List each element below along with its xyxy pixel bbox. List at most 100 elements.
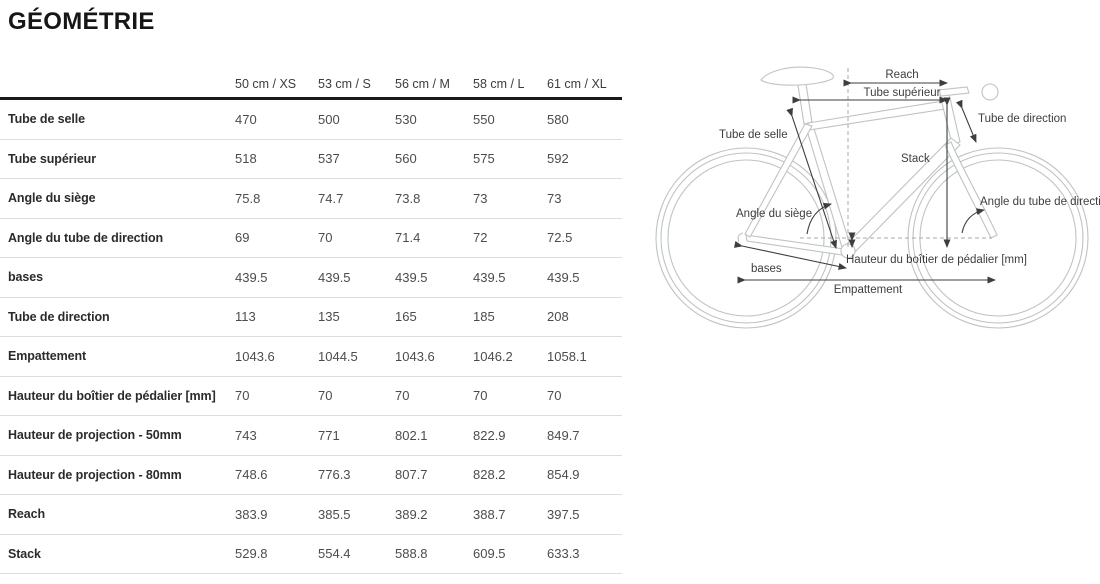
table-cell: 439.5 xyxy=(395,269,428,285)
seatpost-and-saddle xyxy=(760,66,834,125)
table-cell: 70 xyxy=(395,388,410,404)
annotations: Reach Tube supérieur Tube de direction S… xyxy=(719,69,1100,296)
stem-and-handlebar xyxy=(938,80,1029,129)
table-cell: 530 xyxy=(395,111,417,127)
geometry-table: 50 cm / XS 53 cm / S 56 cm / M 58 cm / L… xyxy=(0,70,622,574)
table-row: Angle du siège 75.8 74.7 73.8 73 73 xyxy=(0,179,622,219)
row-label: Empattement xyxy=(8,349,87,364)
table-cell: 500 xyxy=(318,111,340,127)
row-label: Hauteur de projection - 80mm xyxy=(8,467,182,482)
size-header-xs: 50 cm / XS xyxy=(235,76,297,91)
table-cell: 748.6 xyxy=(235,467,268,483)
table-cell: 849.7 xyxy=(547,427,580,443)
table-cell: 74.7 xyxy=(318,190,344,206)
table-cell: 69 xyxy=(235,230,250,246)
table-cell: 73.8 xyxy=(395,190,421,206)
table-header-row: 50 cm / XS 53 cm / S 56 cm / M 58 cm / L… xyxy=(0,70,622,100)
table-cell: 72.5 xyxy=(547,230,573,246)
diagram-label-head-angle: Angle du tube de direction xyxy=(980,196,1100,208)
row-label: Tube de selle xyxy=(8,112,85,127)
table-cell: 73 xyxy=(473,190,488,206)
size-header-m: 56 cm / M xyxy=(395,76,450,91)
table-cell: 529.8 xyxy=(235,546,268,562)
diagram-label-top-tube: Tube supérieur xyxy=(864,87,941,99)
head-tube-arrow xyxy=(955,99,977,143)
seat-tube-arrow xyxy=(786,107,837,249)
table-cell: 72 xyxy=(473,230,488,246)
table-row: Tube de selle 470 500 530 550 580 xyxy=(0,100,622,140)
frame xyxy=(737,93,961,259)
table-cell: 828.2 xyxy=(473,467,506,483)
table-cell: 1058.1 xyxy=(547,348,587,364)
table-row: Hauteur du boîtier de pédalier [mm] 70 7… xyxy=(0,377,622,416)
row-label: Stack xyxy=(8,546,41,561)
table-row: Hauteur de projection - 80mm 748.6 776.3… xyxy=(0,456,622,495)
bike-geometry-diagram: Reach Tube supérieur Tube de direction S… xyxy=(655,66,1100,329)
table-cell: 439.5 xyxy=(318,269,351,285)
row-label: Angle du tube de direction xyxy=(8,230,164,245)
table-cell: 208 xyxy=(547,309,569,325)
table-cell: 185 xyxy=(473,309,495,325)
table-cell: 389.2 xyxy=(395,506,428,522)
table-cell: 592 xyxy=(547,151,569,167)
table-cell: 388.7 xyxy=(473,506,506,522)
table-cell: 743 xyxy=(235,427,257,443)
diagram-label-seat-angle: Angle du siège xyxy=(736,208,812,220)
table-row: bases 439.5 439.5 439.5 439.5 439.5 xyxy=(0,258,622,298)
table-cell: 588.8 xyxy=(395,546,428,562)
diagram-label-bb-height: Hauteur du boîtier de pédalier [mm] xyxy=(846,254,1027,266)
table-cell: 135 xyxy=(318,309,340,325)
table-cell: 439.5 xyxy=(547,269,580,285)
table-cell: 518 xyxy=(235,151,257,167)
page-title: GÉOMÉTRIE xyxy=(8,8,155,35)
row-label: Hauteur du boîtier de pédalier [mm] xyxy=(8,388,216,403)
diagram-label-chainstay: bases xyxy=(751,263,782,275)
table-row: Angle du tube de direction 69 70 71.4 72… xyxy=(0,219,622,258)
size-header-l: 58 cm / L xyxy=(473,76,525,91)
size-header-s: 53 cm / S xyxy=(318,76,371,91)
table-cell: 560 xyxy=(395,151,417,167)
table-cell: 165 xyxy=(395,309,417,325)
table-cell: 470 xyxy=(235,111,257,127)
seat-angle-arc xyxy=(806,202,832,235)
table-cell: 550 xyxy=(473,111,495,127)
table-cell: 439.5 xyxy=(473,269,506,285)
table-cell: 70 xyxy=(547,388,562,404)
chainstay-arrow xyxy=(733,241,847,270)
row-label: Reach xyxy=(8,507,46,522)
table-cell: 1044.5 xyxy=(318,348,358,364)
table-cell: 70 xyxy=(318,230,333,246)
table-cell: 70 xyxy=(473,388,488,404)
saddle xyxy=(760,66,834,86)
row-label: Tube supérieur xyxy=(8,151,96,166)
table-cell: 70 xyxy=(318,388,333,404)
table-cell: 580 xyxy=(547,111,569,127)
row-label: Angle du siège xyxy=(8,191,96,206)
table-cell: 807.7 xyxy=(395,467,428,483)
table-cell: 397.5 xyxy=(547,506,580,522)
table-row: Tube de direction 113 135 165 185 208 xyxy=(0,298,622,337)
diagram-label-wheelbase: Empattement xyxy=(834,284,903,296)
table-cell: 113 xyxy=(235,309,256,325)
diagram-label-stack: Stack xyxy=(901,153,930,165)
row-label: Tube de direction xyxy=(8,309,110,324)
head-angle-arc xyxy=(961,208,985,234)
table-cell: 1046.2 xyxy=(473,348,513,364)
table-cell: 70 xyxy=(235,388,250,404)
table-cell: 1043.6 xyxy=(235,348,275,364)
table-cell: 554.4 xyxy=(318,546,351,562)
table-cell: 776.3 xyxy=(318,467,351,483)
table-cell: 71.4 xyxy=(395,230,421,246)
table-cell: 439.5 xyxy=(235,269,268,285)
table-cell: 633.3 xyxy=(547,546,580,562)
table-cell: 73 xyxy=(547,190,562,206)
table-cell: 385.5 xyxy=(318,506,351,522)
fork xyxy=(944,141,998,239)
table-cell: 575 xyxy=(473,151,495,167)
table-row: Tube supérieur 518 537 560 575 592 xyxy=(0,140,622,179)
table-row: Empattement 1043.6 1044.5 1043.6 1046.2 … xyxy=(0,337,622,377)
rear-dropout xyxy=(737,232,744,243)
table-cell: 609.5 xyxy=(473,546,506,562)
row-label: Hauteur de projection - 50mm xyxy=(8,428,182,443)
